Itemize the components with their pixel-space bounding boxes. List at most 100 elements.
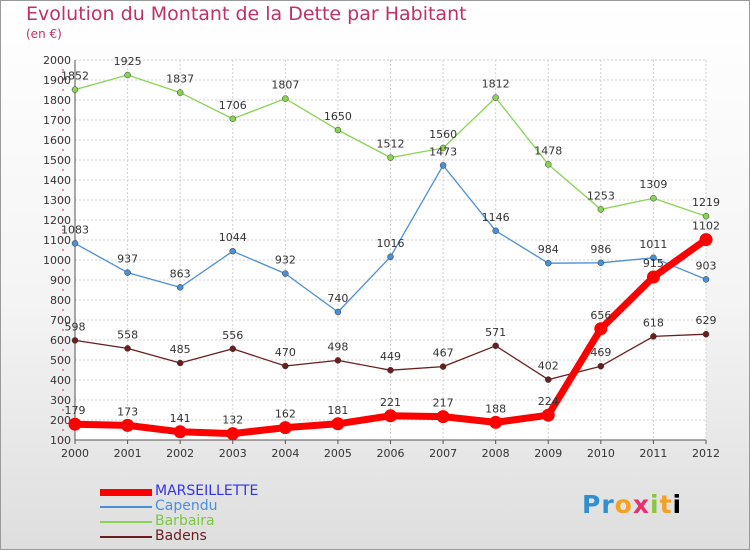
data-label: 863 bbox=[170, 267, 191, 280]
y-tick-label: 2000 bbox=[43, 54, 71, 67]
legend-label: MARSEILLETTE bbox=[155, 483, 259, 499]
data-label: 558 bbox=[117, 328, 138, 341]
data-label: 132 bbox=[222, 414, 243, 427]
data-label: 1146 bbox=[482, 211, 510, 224]
data-label: 173 bbox=[117, 405, 138, 418]
data-label: 485 bbox=[170, 343, 191, 356]
data-point bbox=[597, 259, 605, 267]
data-point bbox=[334, 126, 342, 134]
data-point bbox=[387, 154, 394, 161]
x-tick-label: 2002 bbox=[166, 447, 194, 460]
y-tick-label: 1100 bbox=[43, 234, 71, 247]
data-point bbox=[384, 409, 397, 423]
data-point bbox=[699, 233, 713, 247]
legend-label: Capendu bbox=[155, 498, 218, 514]
chart-subtitle: (en €) bbox=[26, 27, 62, 41]
y-tick-label: 1900 bbox=[43, 74, 71, 87]
data-point bbox=[278, 421, 292, 435]
y-tick-label: 900 bbox=[50, 274, 71, 287]
x-tick-label: 2003 bbox=[219, 447, 247, 460]
data-point bbox=[176, 284, 184, 291]
x-tick-label: 2006 bbox=[377, 447, 405, 460]
data-point bbox=[702, 276, 710, 283]
data-point bbox=[282, 95, 289, 102]
data-label: 188 bbox=[485, 402, 506, 415]
data-point bbox=[541, 408, 555, 422]
y-tick-label: 1400 bbox=[43, 174, 71, 187]
data-point bbox=[702, 212, 710, 220]
legend-swatch bbox=[100, 536, 152, 538]
y-tick-label: 1500 bbox=[43, 154, 71, 167]
chart-title: Evolution du Montant de la Dette par Hab… bbox=[26, 3, 467, 25]
data-label: 984 bbox=[538, 243, 559, 256]
data-label: 1102 bbox=[692, 220, 720, 233]
data-label: 1044 bbox=[219, 231, 247, 244]
data-label: 1253 bbox=[587, 189, 615, 202]
data-point bbox=[489, 415, 503, 429]
data-label: 467 bbox=[433, 347, 454, 360]
data-label: 629 bbox=[696, 314, 717, 327]
y-tick-label: 1800 bbox=[43, 94, 71, 107]
y-tick-label: 100 bbox=[50, 434, 71, 447]
data-label: 740 bbox=[327, 292, 348, 305]
x-tick-label: 2005 bbox=[324, 447, 352, 460]
data-label: 986 bbox=[590, 243, 611, 256]
data-label: 217 bbox=[433, 397, 454, 410]
data-label: 571 bbox=[485, 326, 506, 339]
y-tick-label: 400 bbox=[50, 374, 71, 387]
logo-letter: i bbox=[672, 490, 683, 519]
y-tick-label: 1200 bbox=[43, 214, 71, 227]
y-tick-label: 600 bbox=[50, 334, 71, 347]
x-tick-label: 2008 bbox=[482, 447, 510, 460]
y-tick-label: 200 bbox=[50, 414, 71, 427]
data-point bbox=[124, 71, 131, 79]
data-label: 498 bbox=[327, 340, 348, 353]
data-label: 141 bbox=[170, 412, 191, 425]
data-label: 1852 bbox=[61, 70, 89, 83]
data-point bbox=[71, 337, 79, 344]
data-label: 469 bbox=[590, 346, 611, 359]
data-point bbox=[282, 270, 289, 277]
data-point bbox=[229, 345, 236, 353]
data-point bbox=[387, 366, 394, 374]
data-point bbox=[650, 194, 657, 202]
legend-label: Badens bbox=[155, 528, 207, 544]
data-label: 224 bbox=[538, 395, 559, 408]
x-tick-label: 2000 bbox=[61, 447, 89, 460]
data-point bbox=[176, 359, 184, 367]
data-point bbox=[650, 333, 657, 340]
data-point bbox=[646, 270, 660, 284]
y-tick-label: 500 bbox=[50, 354, 71, 367]
data-point bbox=[226, 427, 240, 441]
logo-letter: r bbox=[601, 490, 615, 519]
logo-letter: P bbox=[582, 490, 602, 519]
legend-swatch bbox=[100, 521, 152, 523]
data-label: 598 bbox=[65, 320, 86, 333]
data-label: 1925 bbox=[114, 55, 142, 68]
data-point bbox=[492, 94, 499, 101]
y-tick-label: 800 bbox=[50, 294, 71, 307]
data-point bbox=[282, 362, 289, 370]
data-label: 1560 bbox=[429, 128, 457, 141]
data-point bbox=[436, 410, 450, 424]
data-point bbox=[331, 417, 345, 431]
x-tick-label: 2007 bbox=[429, 447, 457, 460]
data-label: 1478 bbox=[534, 144, 562, 157]
data-label: 1011 bbox=[639, 238, 667, 251]
data-point bbox=[597, 206, 605, 213]
data-point bbox=[545, 259, 552, 267]
data-point bbox=[173, 425, 187, 439]
data-point bbox=[334, 308, 342, 316]
data-point bbox=[597, 362, 605, 370]
logo-letter: i bbox=[650, 490, 660, 519]
x-tick-label: 2011 bbox=[639, 447, 667, 460]
y-tick-label: 1000 bbox=[43, 254, 71, 267]
x-tick-label: 2012 bbox=[692, 447, 720, 460]
data-label: 915 bbox=[643, 257, 664, 270]
data-label: 449 bbox=[380, 350, 401, 363]
data-point bbox=[439, 144, 447, 152]
data-label: 1083 bbox=[61, 223, 89, 236]
data-point bbox=[702, 330, 710, 338]
data-point bbox=[545, 376, 552, 383]
logo-letter: t bbox=[659, 490, 673, 519]
